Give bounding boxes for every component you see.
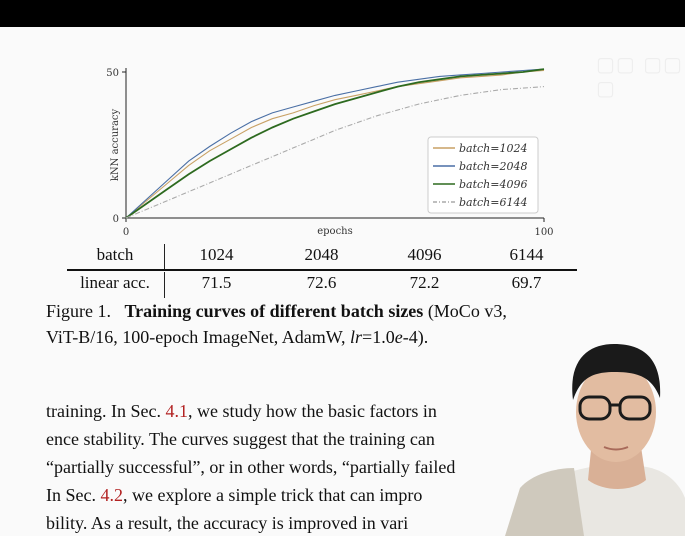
caption-lr-label: lr — [350, 327, 363, 347]
presenter-shoulder-left — [505, 468, 584, 536]
legend-label: batch=4096 — [459, 178, 527, 191]
table-header-cell: batch — [96, 245, 134, 264]
table-cell: linear acc. — [80, 273, 150, 292]
table-vertical-rule — [164, 272, 165, 298]
text-line: In Sec. 4.2, we explore a simple trick t… — [46, 485, 423, 505]
text-line: training. In Sec. 4.1, we study how the … — [46, 401, 437, 421]
text-line: bility. As a result, the accuracy is imp… — [46, 513, 409, 533]
top-black-bar — [0, 0, 685, 27]
legend-label: batch=2048 — [459, 160, 527, 173]
table-cell: 71.5 — [201, 273, 232, 292]
table-cell: 72.6 — [306, 273, 337, 292]
text-line: “partially successful”, or in other word… — [46, 457, 456, 477]
series-line — [125, 68, 545, 219]
slide-background — [0, 27, 685, 536]
text-line: ence stability. The curves suggest that … — [46, 429, 435, 449]
chart-series — [125, 68, 545, 219]
y-axis-label: kNN accuracy — [110, 108, 121, 181]
legend-label: batch=1024 — [459, 142, 527, 155]
table-header-cell: 4096 — [407, 245, 442, 264]
presenter-figure — [505, 344, 685, 536]
table-vertical-rule — [164, 244, 165, 270]
table-cell: 72.2 — [409, 273, 440, 292]
batch-table: batch 1024 2048 4096 6144 linear acc. 71… — [67, 241, 577, 297]
series-line — [125, 68, 545, 219]
legend-label: batch=6144 — [459, 196, 527, 209]
x-axis-label: epochs — [317, 226, 353, 237]
presenter-mouth — [603, 446, 629, 451]
table-row: linear acc. 71.5 72.6 72.2 69.7 — [67, 269, 577, 297]
section-reference-link[interactable]: 4.1 — [165, 401, 188, 421]
caption-lr-exp: -4 — [402, 327, 418, 347]
table-header-row: batch 1024 2048 4096 6144 — [67, 241, 577, 269]
presenter-hair — [572, 344, 661, 400]
presenter-face — [576, 362, 656, 462]
caption-text: ViT-B/16, 100-epoch ImageNet, AdamW, — [46, 327, 351, 347]
caption-text: (MoCo v3, — [423, 301, 507, 321]
caption-prefix: Figure 1. — [46, 301, 111, 321]
chart-axes: 0 100 0 50 epochs kNN accuracy — [106, 68, 554, 238]
table-horizontal-rule — [67, 269, 577, 271]
table-header-cell: 2048 — [304, 245, 339, 264]
caption-text: ). — [417, 327, 429, 347]
table-cell: 69.7 — [511, 273, 542, 292]
y-tick-label: 0 — [113, 214, 119, 225]
series-line — [125, 86, 545, 219]
legend-box — [427, 136, 539, 214]
caption-lr-value: =1.0 — [362, 327, 395, 347]
paper-body-text: training. In Sec. 4.1, we study how the … — [46, 397, 666, 537]
figure-caption: Figure 1. Training curves of different b… — [46, 298, 626, 350]
glasses-icon — [578, 395, 652, 421]
table-header-cell: 1024 — [199, 245, 234, 264]
caption-title: Training curves of different batch sizes — [124, 301, 424, 321]
section-reference-link[interactable]: 4.2 — [100, 485, 123, 505]
chart-legend: batch=1024 batch=2048 batch=4096 batch=6144 — [427, 136, 539, 214]
x-tick-label: 100 — [534, 227, 553, 238]
table-header-cell: 6144 — [509, 245, 544, 264]
watermark-logo: ▢▢ ▢▢ ▢ — [596, 52, 683, 100]
y-tick-label: 50 — [106, 68, 119, 79]
x-tick-label: 0 — [123, 227, 129, 238]
series-line — [125, 69, 545, 219]
caption-lr-e: e — [394, 327, 403, 347]
